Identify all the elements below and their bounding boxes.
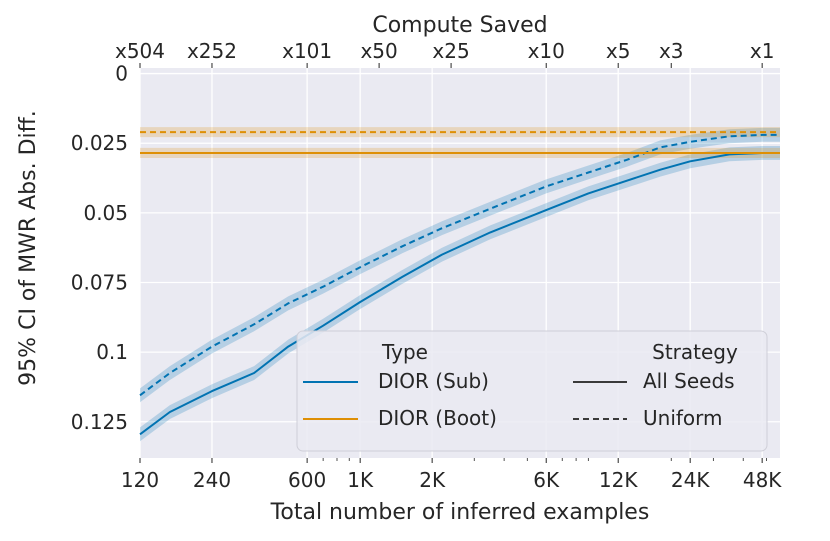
top-tick-label: x504 <box>115 39 165 63</box>
legend-box <box>296 330 768 452</box>
legend: Type Strategy DIOR (Sub) DIOR (Boot) All See… <box>296 330 768 452</box>
legend-type-label: DIOR (Sub) <box>378 369 489 393</box>
x-tick-label: 2K <box>419 468 446 492</box>
x-tick-label: 24K <box>671 468 710 492</box>
legend-strategy-label: All Seeds <box>643 369 735 393</box>
x-tick-label: 1K <box>347 468 374 492</box>
x-tick-label: 48K <box>743 468 782 492</box>
top-tick-label: x1 <box>750 39 775 63</box>
top-tick-label: x3 <box>659 39 684 63</box>
axis-ticks: 0 0.025 0.05 0.075 0.1 0.125 120 240 600 1K 2K 6K 12… <box>71 39 783 492</box>
top-tick-label: x252 <box>187 39 237 63</box>
x-tick-label: 120 <box>121 468 159 492</box>
x-tick-label: 240 <box>193 468 231 492</box>
y-tick-label: 0.075 <box>71 271 128 295</box>
series-line-0 <box>139 152 780 436</box>
legend-type-label: DIOR (Boot) <box>378 406 497 430</box>
top-tick-label: x10 <box>528 39 565 63</box>
top-tick-label: x5 <box>606 39 631 63</box>
top-axis-title: Compute Saved <box>372 13 547 38</box>
top-tick-label: x25 <box>432 39 469 63</box>
y-tick-label: 0.1 <box>96 340 128 364</box>
y-tick-label: 0.025 <box>71 131 128 155</box>
x-tick-label: 12K <box>599 468 638 492</box>
y-axis-title: 95% CI of MWR Abs. Diff. <box>16 110 41 386</box>
x-tick-label: 600 <box>288 468 326 492</box>
top-tick-label: x101 <box>282 39 332 63</box>
y-tick-label: 0.125 <box>71 410 128 434</box>
y-tick-label: 0 <box>115 62 128 86</box>
legend-strategy-title: Strategy <box>652 340 738 364</box>
top-tick-label: x50 <box>360 39 397 63</box>
legend-type-title: Type <box>381 340 428 364</box>
y-tick-label: 0.05 <box>83 201 128 225</box>
series-line-1 <box>139 133 780 397</box>
series-lines <box>139 131 780 436</box>
x-axis-title: Total number of inferred examples <box>270 500 650 525</box>
x-tick-label: 6K <box>533 468 560 492</box>
legend-strategy-label: Uniform <box>643 406 723 430</box>
